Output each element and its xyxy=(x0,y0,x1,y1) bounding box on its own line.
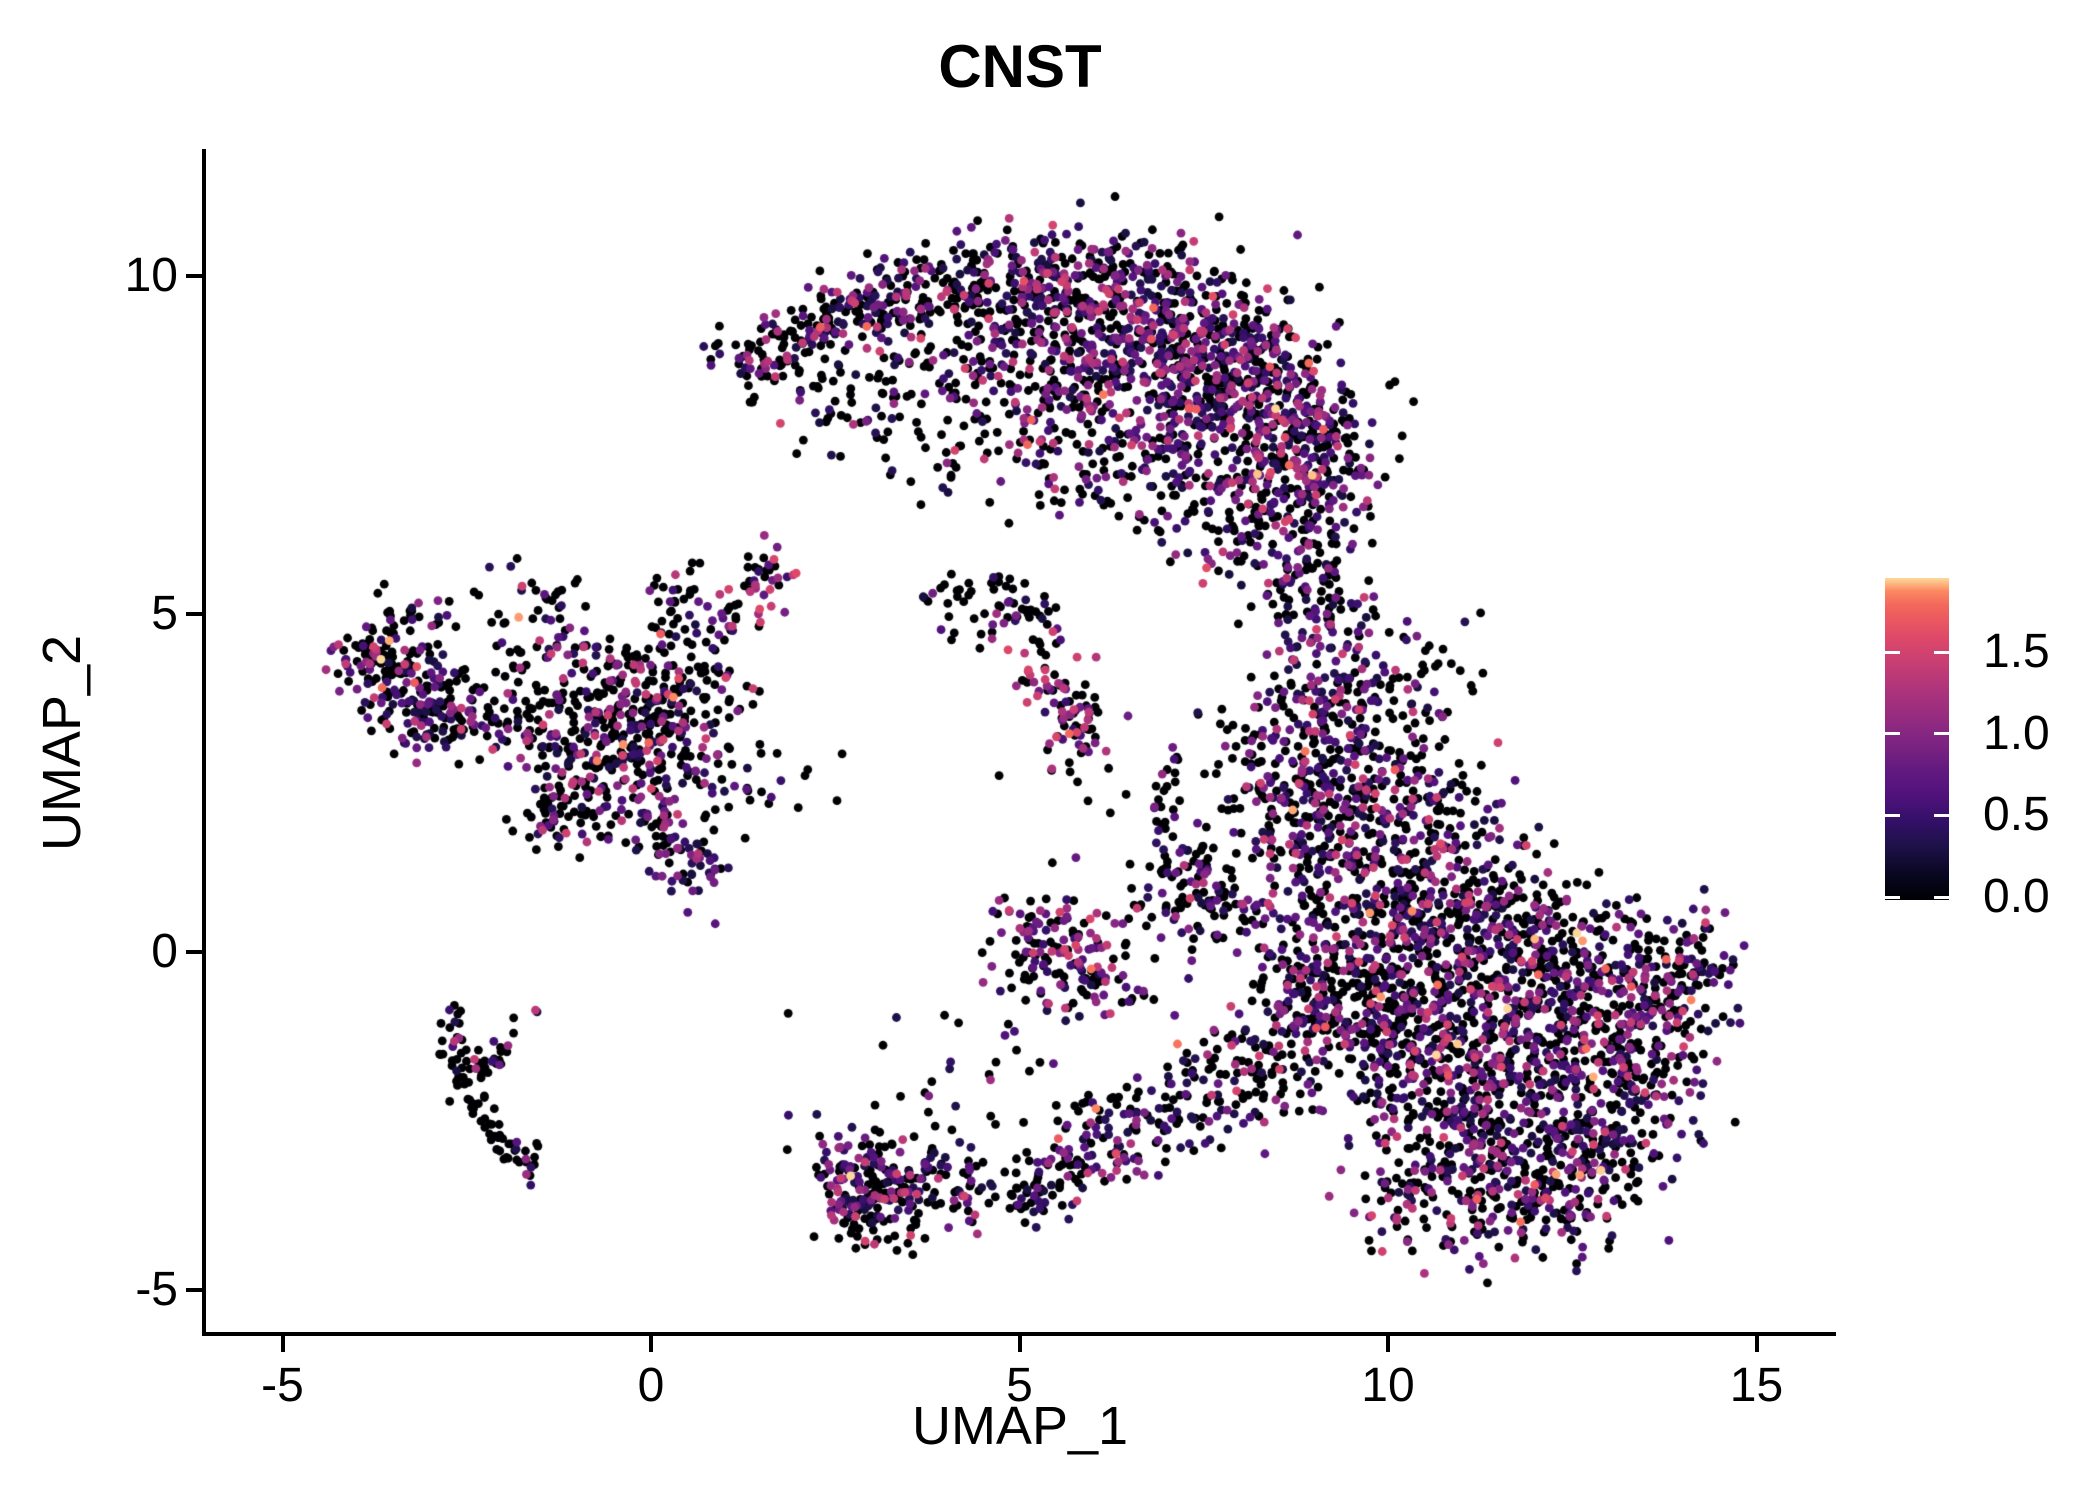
y-axis-line xyxy=(202,149,206,1336)
colorbar-tick-label: 1.5 xyxy=(1983,625,2050,679)
colorbar-tick-mark xyxy=(1885,895,1900,899)
x-tick-label: 10 xyxy=(1361,1359,1415,1412)
y-tick-mark xyxy=(186,612,202,616)
colorbar-tick-mark xyxy=(1885,732,1900,736)
colorbar-tick-label: 1.0 xyxy=(1983,706,2050,760)
colorbar-tick-label: 0.5 xyxy=(1983,788,2050,842)
colorbar-tick-mark xyxy=(1934,813,1949,817)
x-tick-label: -5 xyxy=(261,1359,304,1412)
colorbar-tick-mark xyxy=(1885,650,1900,654)
colorbar-gradient xyxy=(1885,578,1949,900)
y-tick-mark xyxy=(186,274,202,278)
y-tick-label: 5 xyxy=(151,587,178,640)
y-tick-mark xyxy=(186,950,202,954)
x-tick-mark xyxy=(280,1336,285,1352)
x-tick-label: 0 xyxy=(637,1359,665,1412)
colorbar-tick-mark xyxy=(1934,895,1949,899)
x-tick-mark xyxy=(649,1336,653,1352)
y-tick-label: -5 xyxy=(135,1263,178,1316)
y-tick-label: 0 xyxy=(151,925,178,978)
x-tick-mark xyxy=(1754,1336,1759,1352)
x-tick-mark xyxy=(1017,1336,1022,1352)
colorbar-tick-mark xyxy=(1934,732,1949,736)
x-axis-line xyxy=(202,1332,1836,1336)
colorbar-tick-mark xyxy=(1934,650,1949,654)
y-tick-label: 10 xyxy=(124,249,178,302)
colorbar-tick-label: 0.0 xyxy=(1983,870,2050,923)
x-tick-mark xyxy=(1386,1336,1390,1352)
y-axis-title: UMAP_2 xyxy=(32,634,92,852)
x-tick-label: 5 xyxy=(1006,1359,1033,1412)
x-tick-label: 15 xyxy=(1729,1359,1784,1412)
colorbar-tick-mark xyxy=(1885,813,1900,817)
x-axis-title: UMAP_1 xyxy=(911,1396,1129,1456)
y-tick-mark xyxy=(186,1288,202,1292)
plot-title: CNST xyxy=(938,33,1102,100)
